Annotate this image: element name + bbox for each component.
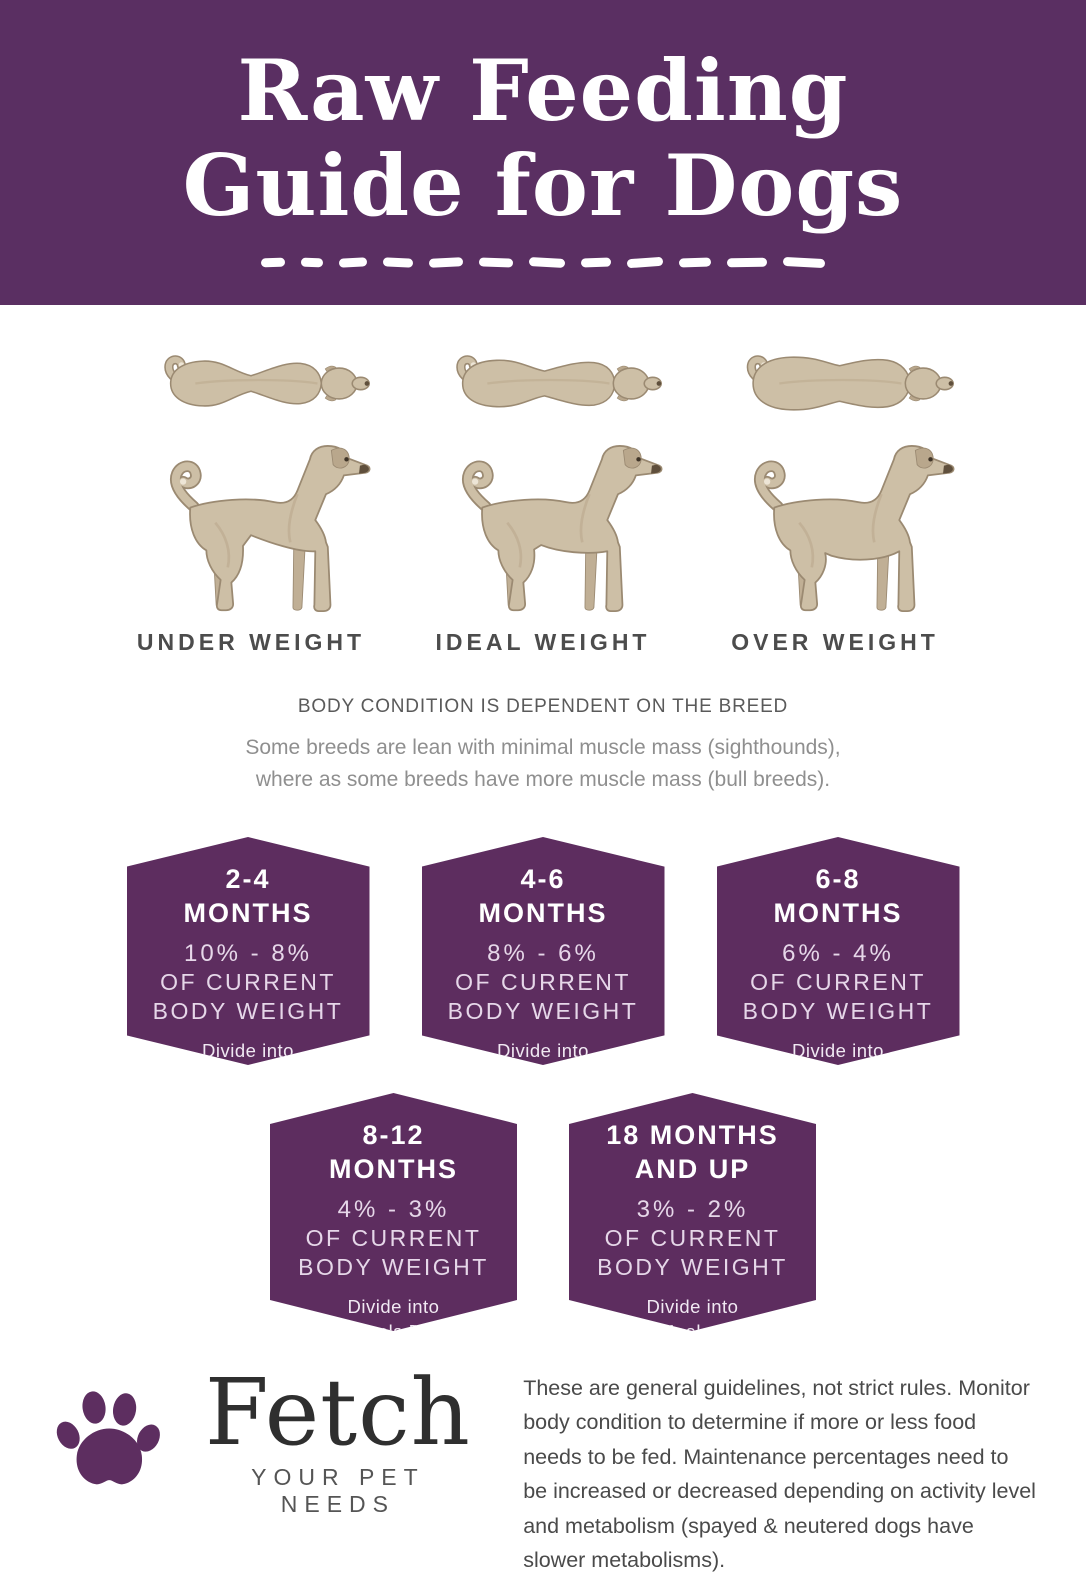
badge-of-body-weight: OF CURRENT BODY WEIGHT: [743, 968, 934, 1027]
badge-age: 8-12 MONTHS: [329, 1119, 458, 1187]
badge-age-line2: MONTHS: [478, 897, 608, 928]
page-title: Raw Feeding Guide for Dogs: [182, 41, 904, 235]
feeding-badges-row-2: 8-12 MONTHS 4% - 3% OF CURRENT BODY WEIG…: [0, 1093, 1086, 1331]
feeding-badge-8-12-months: 8-12 MONTHS 4% - 3% OF CURRENT BODY WEIG…: [270, 1093, 517, 1331]
page-title-line2: Guide for Dogs: [182, 136, 904, 235]
badge-of-line1: OF CURRENT: [160, 968, 336, 995]
dash: [428, 257, 464, 268]
badge-of-line2: BODY WEIGHT: [597, 1253, 788, 1280]
feeding-badge-6-8-months: 6-8 MONTHS 6% - 4% OF CURRENT BODY WEIGH…: [716, 837, 960, 1065]
weight-label-overweight: OVER WEIGHT: [731, 629, 939, 655]
footer: Fetch YOUR PET NEEDS These are general g…: [0, 1359, 1086, 1577]
badge-meals: Divide into 3 Meals Daily: [484, 1039, 602, 1065]
dash: [300, 257, 324, 268]
badge-meals-line2: 3 Meals Daily: [484, 1064, 602, 1065]
badge-meals-line1: Divide into: [202, 1040, 294, 1062]
paw-print-icon: [56, 1391, 160, 1485]
badge-percent: 3% - 2%: [636, 1195, 749, 1223]
badge-of-line2: BODY WEIGHT: [447, 997, 639, 1024]
badge-age-line1: 4-6: [520, 864, 566, 894]
dashed-divider: [260, 256, 826, 269]
overweight-dog-side-view-illustration: [754, 445, 955, 612]
breed-note-line2: where as some breeds have more muscle ma…: [255, 767, 831, 791]
feeding-badges-row-1: 2-4 MONTHS 10% - 8% OF CURRENT BODY WEIG…: [0, 837, 1086, 1065]
badge-age: 4-6 MONTHS: [479, 863, 608, 931]
breed-note-title: BODY CONDITION IS DEPENDENT ON THE BREED: [297, 696, 789, 717]
overweight-dog-top-view-illustration: [746, 355, 954, 411]
badge-of-line1: OF CURRENT: [305, 1224, 482, 1251]
badge-age-line2: MONTHS: [183, 897, 313, 928]
dash: [528, 256, 566, 268]
weight-figure-underweight: UNDER WEIGHT: [105, 341, 397, 656]
badge-meals-line1: Divide into: [646, 1296, 739, 1318]
badge-meals: Divide into 3 Meals Daily: [189, 1039, 307, 1065]
badge-of-body-weight: OF CURRENT BODY WEIGHT: [597, 1224, 788, 1283]
badge-of-body-weight: OF CURRENT BODY WEIGHT: [298, 1224, 489, 1283]
badge-percent: 4% - 3%: [337, 1195, 450, 1223]
header-banner: Raw Feeding Guide for Dogs: [0, 0, 1086, 305]
badge-meals-line1: Divide into: [347, 1296, 440, 1318]
breed-note-section: BODY CONDITION IS DEPENDENT ON THE BREED…: [0, 696, 1086, 795]
badge-meals-line2: 2 Meals Daily: [334, 1321, 453, 1343]
dash: [678, 257, 712, 268]
dash: [580, 257, 612, 268]
weight-figure-ideal: IDEAL WEIGHT: [397, 341, 689, 656]
badge-of-line1: OF CURRENT: [455, 968, 631, 995]
badge-meals-line2: 3 Meals Daily: [189, 1064, 307, 1065]
badge-of-line2: BODY WEIGHT: [152, 997, 344, 1024]
dash: [626, 256, 664, 269]
badge-age-line1: 6-8: [815, 864, 861, 894]
disclaimer-text: These are general guidelines, not strict…: [523, 1376, 1036, 1572]
dash: [382, 257, 414, 268]
badge-age-line1: 18 MONTHS: [606, 1120, 779, 1150]
feeding-badge-18-months-up: 18 MONTHS AND UP 3% - 2% OF CURRENT BODY…: [569, 1093, 816, 1331]
badge-meals-line1: Divide into: [497, 1040, 589, 1062]
badge-percent: 8% - 6%: [487, 939, 599, 967]
fetch-logo: Fetch YOUR PET NEEDS: [197, 1359, 480, 1518]
breed-note-line1: Some breeds are lean with minimal muscle…: [245, 736, 841, 759]
badge-meals-line1: Divide into: [792, 1040, 884, 1062]
dash: [338, 257, 368, 268]
feeding-badge-4-6-months: 4-6 MONTHS 8% - 6% OF CURRENT BODY WEIGH…: [421, 837, 665, 1065]
badge-of-line2: BODY WEIGHT: [298, 1253, 489, 1280]
badge-age-line1: 2-4: [225, 864, 271, 894]
badge-of-line1: OF CURRENT: [604, 1224, 781, 1251]
badge-meals-line2: 2 Meals Daily: [779, 1064, 897, 1065]
badge-percent: 6% - 4%: [782, 939, 894, 967]
dash: [260, 257, 286, 268]
badge-of-body-weight: OF CURRENT BODY WEIGHT: [153, 968, 344, 1027]
fetch-logo-tagline: YOUR PET NEEDS: [251, 1463, 425, 1517]
feeding-badge-2-4-months: 2-4 MONTHS 10% - 8% OF CURRENT BODY WEIG…: [126, 837, 370, 1065]
dash: [726, 257, 768, 268]
weight-label-underweight: UNDER WEIGHT: [136, 629, 366, 655]
underweight-dog-side-view-illustration: [170, 445, 371, 612]
badge-age-line1: 8-12: [362, 1120, 425, 1150]
badge-of-body-weight: OF CURRENT BODY WEIGHT: [448, 968, 639, 1027]
fetch-logo-text: Fetch: [204, 1359, 471, 1466]
badge-meals-line2: 1-2 Meals Daily: [625, 1321, 760, 1343]
body-condition-section: UNDER WEIGHT: [0, 341, 1086, 656]
badge-of-line1: OF CURRENT: [750, 968, 926, 995]
ideal-dog-top-view-illustration: [456, 355, 662, 408]
badge-age-line2: MONTHS: [329, 1153, 458, 1184]
underweight-dog-top-view-illustration: [164, 355, 370, 407]
badge-meals: Divide into 2 Meals Daily: [334, 1295, 453, 1343]
dash: [478, 257, 514, 268]
badge-age: 6-8 MONTHS: [774, 863, 903, 931]
badge-meals: Divide into 2 Meals Daily: [779, 1039, 897, 1065]
weight-figure-overweight: OVER WEIGHT: [689, 341, 981, 656]
page-title-line1: Raw Feeding: [237, 41, 849, 141]
badge-age: 18 MONTHS AND UP: [606, 1119, 779, 1187]
badge-meals: Divide into 1-2 Meals Daily: [625, 1295, 760, 1343]
badge-age-line2: MONTHS: [773, 897, 903, 928]
dash: [782, 256, 826, 268]
ideal-dog-side-view-illustration: [462, 445, 663, 612]
badge-age-line2: AND UP: [634, 1153, 751, 1184]
weight-label-ideal: IDEAL WEIGHT: [435, 629, 651, 655]
badge-of-line2: BODY WEIGHT: [742, 997, 934, 1024]
badge-percent: 10% - 8%: [183, 939, 313, 967]
badge-age: 2-4 MONTHS: [184, 863, 313, 931]
breed-note-body: Some breeds are lean with minimal muscle…: [0, 732, 1086, 795]
